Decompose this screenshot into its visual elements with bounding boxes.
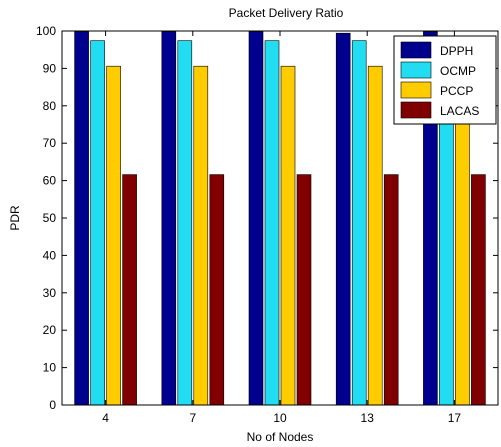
legend-label-lacas: LACAS — [440, 104, 479, 118]
legend-swatch-pccp — [400, 81, 432, 99]
bar-pccp-4 — [106, 65, 121, 406]
bars-group — [74, 31, 486, 406]
legend-swatch-ocmp — [400, 61, 432, 79]
y-tick-label: 20 — [43, 323, 57, 337]
bar-pccp-10 — [280, 65, 296, 406]
bar-ocmp-10 — [264, 40, 280, 406]
x-axis-title: No of Nodes — [247, 430, 314, 444]
bar-dpph-10 — [248, 31, 264, 406]
bar-ocmp-7 — [177, 40, 193, 406]
legend-swatch-dpph — [400, 41, 432, 59]
y-tick-label: 90 — [43, 61, 57, 75]
bar-lacas-4 — [122, 174, 137, 406]
bar-lacas-13 — [383, 174, 399, 406]
bar-lacas-7 — [209, 174, 225, 406]
bar-dpph-7 — [161, 31, 177, 406]
legend-swatch-lacas — [400, 101, 432, 119]
y-tick-label: 70 — [43, 136, 57, 150]
x-tick-label: 17 — [448, 411, 462, 425]
bar-dpph-4 — [74, 31, 89, 406]
bar-lacas-10 — [296, 174, 312, 406]
x-tick-label: 13 — [361, 411, 375, 425]
bar-pccp-7 — [193, 65, 209, 406]
x-tick-label: 10 — [273, 411, 287, 425]
chart-title: Packet Delivery Ratio — [229, 6, 344, 20]
legend: DPPH OCMP PCCP LACAS — [393, 35, 497, 125]
x-tick-label: 7 — [189, 411, 196, 425]
x-tick-label: 4 — [102, 411, 109, 425]
bar-ocmp-4 — [90, 40, 105, 406]
x-axis: 4 7 10 13 17 — [102, 31, 461, 425]
y-tick-label: 50 — [43, 211, 57, 225]
legend-label-ocmp: OCMP — [440, 64, 476, 78]
y-tick-label: 30 — [43, 286, 57, 300]
y-tick-label: 100 — [36, 24, 56, 38]
bar-lacas-17 — [471, 174, 486, 406]
y-tick-label: 10 — [43, 361, 57, 375]
y-tick-label: 80 — [43, 99, 57, 113]
y-axis-title: PDR — [8, 205, 22, 231]
y-tick-label: 40 — [43, 248, 57, 262]
y-axis: 0 10 20 30 40 50 60 70 80 90 100 — [36, 24, 498, 412]
bar-ocmp-13 — [351, 40, 367, 406]
legend-label-dpph: DPPH — [440, 44, 473, 58]
y-tick-label: 0 — [49, 398, 56, 412]
legend-label-pccp: PCCP — [440, 84, 473, 98]
bar-dpph-13 — [335, 32, 351, 406]
y-tick-label: 60 — [43, 174, 57, 188]
bar-pccp-13 — [367, 65, 383, 406]
